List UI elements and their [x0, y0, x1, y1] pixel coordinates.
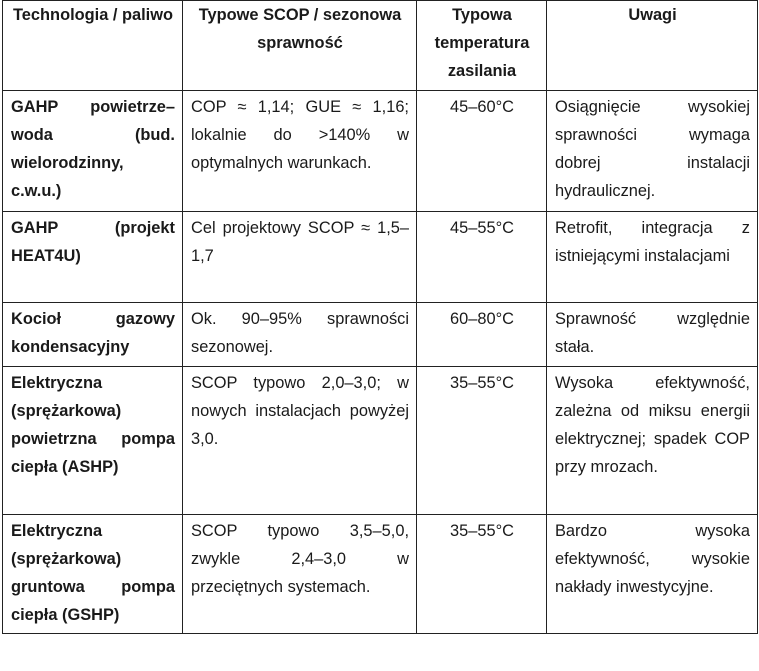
- temperature-cell: 35–55°C: [416, 366, 547, 515]
- scop-cell: SCOP typowo 3,5–5,0, zwykle 2,4–3,0 w pr…: [182, 514, 417, 634]
- header-scop: Typowe SCOP / sezonowa sprawność: [182, 0, 417, 91]
- header-notes: Uwagi: [546, 0, 758, 91]
- table-row: Kocioł gazowy kondensacyjny Ok. 90–95% s…: [2, 302, 758, 367]
- scop-cell: COP ≈ 1,14; GUE ≈ 1,16; lokalnie do >140…: [182, 90, 417, 212]
- header-row: Technologia / paliwo Typowe SCOP / sezon…: [2, 0, 758, 91]
- temperature-cell: 45–55°C: [416, 211, 547, 303]
- table-row: Elektryczna (sprężarkowa) powietrzna pom…: [2, 366, 758, 515]
- temperature-cell: 35–55°C: [416, 514, 547, 634]
- scop-cell: Ok. 90–95% sprawności sezonowej.: [182, 302, 417, 367]
- technology-cell: GAHP powietrze–woda (bud. wielorodzinny,…: [2, 90, 183, 212]
- notes-cell: Wysoka efektywność, zależna od miksu ene…: [546, 366, 758, 515]
- header-technology: Technologia / paliwo: [2, 0, 183, 91]
- notes-cell: Osiągnięcie wysokiej sprawności wymaga d…: [546, 90, 758, 212]
- notes-cell: Bardzo wysoka efektywność, wysokie nakła…: [546, 514, 758, 634]
- temperature-cell: 45–60°C: [416, 90, 547, 212]
- notes-cell: Sprawność względnie stała.: [546, 302, 758, 367]
- technology-cell: Kocioł gazowy kondensacyjny: [2, 302, 183, 367]
- technology-cell: GAHP (projekt HEAT4U): [2, 211, 183, 303]
- header-temperature: Typowa temperatura zasilania: [416, 0, 547, 91]
- table-row: GAHP powietrze–woda (bud. wielorodzinny,…: [2, 90, 758, 212]
- notes-cell: Retrofit, integracja z istniejącymi inst…: [546, 211, 758, 303]
- table-row: Elektryczna (sprężarkowa) gruntowa pompa…: [2, 514, 758, 634]
- scop-cell: SCOP typowo 2,0–3,0; w nowych instalacja…: [182, 366, 417, 515]
- table-row: GAHP (projekt HEAT4U) Cel projektowy SCO…: [2, 211, 758, 303]
- technology-cell: Elektryczna (sprężarkowa) powietrzna pom…: [2, 366, 183, 515]
- temperature-cell: 60–80°C: [416, 302, 547, 367]
- comparison-table: Technologia / paliwo Typowe SCOP / sezon…: [2, 0, 758, 634]
- scop-cell: Cel projektowy SCOP ≈ 1,5–1,7: [182, 211, 417, 303]
- technology-cell: Elektryczna (sprężarkowa) gruntowa pompa…: [2, 514, 183, 634]
